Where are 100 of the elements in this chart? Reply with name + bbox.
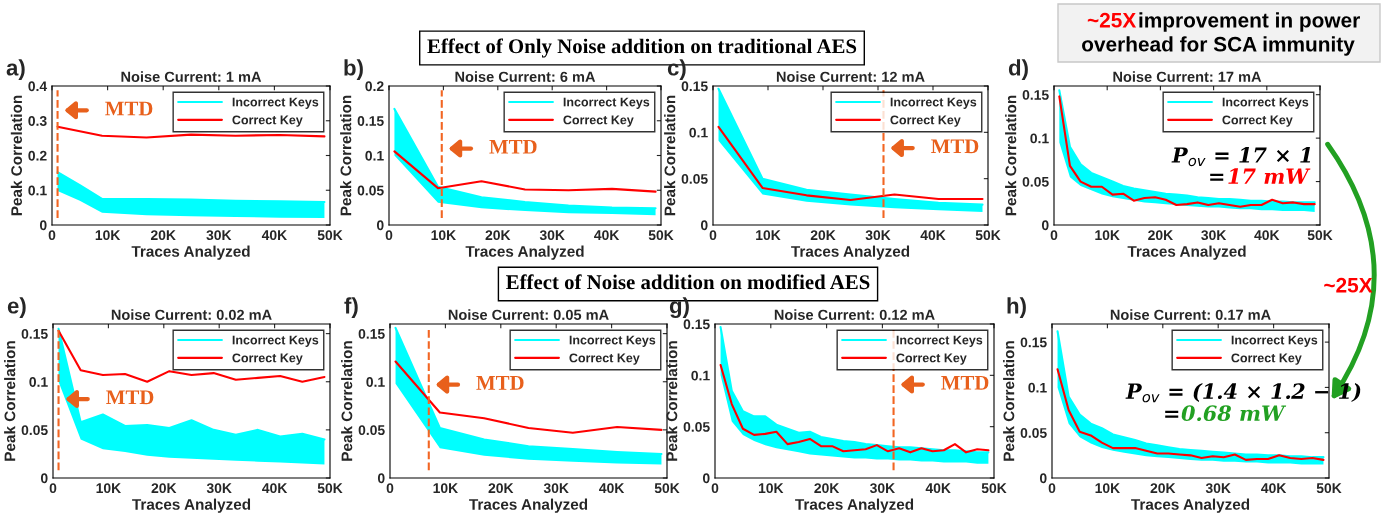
y-tick-label: 0.15: [1022, 90, 1049, 100]
annotation: =: [1165, 410, 1179, 418]
chart-title: Noise Current: 17 mA: [1113, 71, 1262, 82]
x-tick-label: 40K: [599, 483, 625, 494]
text: ~25X: [1324, 277, 1373, 293]
x-axis-title: Traces Analyzed: [132, 498, 251, 513]
x-tick-label: 0: [48, 230, 56, 241]
line-series: [57, 329, 326, 383]
x-axis-title: Traces Analyzed: [465, 245, 584, 260]
y-axis-title: Peak Correlation: [1005, 95, 1017, 216]
legend-label: Correct Key: [569, 353, 640, 365]
x-tick-label: 50K: [975, 230, 1001, 241]
annotation: P$_{ov}$ = 17 × 1: [1171, 147, 1311, 167]
y-tick-label: 0: [376, 220, 384, 231]
chart-title: Noise Current: 0.02 mA: [111, 309, 272, 320]
annotation: =: [1210, 173, 1224, 181]
x-tick-label: 50K: [317, 483, 343, 494]
legend-label: Incorrect Keys: [569, 335, 656, 347]
chart-title: Noise Current: 1 mA: [121, 71, 262, 82]
x-tick-label: 40K: [262, 483, 288, 494]
x-tick-label: 50K: [1307, 230, 1333, 241]
x-tick-label: 10K: [756, 230, 781, 241]
annotation: MTD: [106, 390, 154, 405]
x-tick-label: 20K: [1150, 483, 1176, 494]
y-tick-label: 0.15: [358, 328, 385, 339]
y-tick-label: 0: [377, 473, 385, 484]
x-tick-label: 40K: [594, 230, 620, 241]
line-series: [717, 125, 984, 202]
x-tick-label: 20K: [485, 230, 511, 241]
chart-title: Noise Current: 0.12 mA: [774, 309, 935, 320]
x-tick-label: 0: [386, 483, 394, 494]
y-tick-label: 0.1: [29, 377, 48, 387]
text: h): [1007, 297, 1026, 318]
x-tick-label: 30K: [865, 230, 891, 241]
annotation: 0.68 mW: [1181, 405, 1287, 422]
x-tick-label: 50K: [1316, 483, 1342, 494]
y-tick-label: 0.1: [689, 127, 708, 138]
y-tick-label: 0.1: [1030, 133, 1049, 144]
x-tick-label: 30K: [206, 230, 232, 241]
x-tick-label: 0: [385, 230, 393, 241]
x-tick-label: 10K: [96, 483, 122, 494]
y-axis-title: Peak Correlation: [10, 95, 23, 216]
x-tick-label: 40K: [925, 483, 951, 494]
y-tick-label: 0.05: [357, 185, 384, 196]
x-tick-label: 0: [709, 230, 717, 241]
legend-label: Incorrect Keys: [232, 335, 319, 347]
y-tick-label: 0.1: [365, 150, 384, 161]
x-tick-label: 0: [49, 483, 57, 494]
y-tick-label: 0.05: [1022, 176, 1049, 187]
legend-label: Correct Key: [232, 353, 303, 365]
text: overhead for SCA immunity: [1082, 36, 1355, 56]
x-axis-title: Traces Analyzed: [469, 498, 588, 513]
y-tick-label: 0: [39, 220, 47, 231]
x-tick-label: 20K: [150, 230, 176, 241]
y-tick-label: 0: [1039, 473, 1047, 484]
y-tick-label: 0.2: [365, 81, 384, 92]
legend-label: Correct Key: [563, 115, 634, 127]
x-tick-label: 20K: [151, 483, 177, 494]
legend-label: Correct Key: [232, 115, 303, 127]
y-axis-title: Peak Correlation: [666, 341, 678, 461]
x-tick-label: 30K: [206, 483, 232, 494]
x-tick-label: 10K: [758, 483, 784, 494]
y-tick-label: 0.15: [681, 81, 708, 92]
y-tick-label: 0.05: [1020, 428, 1047, 438]
text: b): [344, 59, 363, 80]
x-tick-label: 30K: [1201, 230, 1227, 241]
x-tick-label: 20K: [810, 230, 836, 241]
annotation: 17 mW: [1228, 168, 1311, 184]
x-tick-label: 10K: [1095, 230, 1120, 241]
x-tick-label: 20K: [1148, 230, 1174, 241]
legend-label: Incorrect Keys: [232, 97, 319, 109]
text: Effect of Noise addition on modified AES: [506, 274, 870, 290]
y-tick-label: 0.3: [28, 116, 47, 126]
text: ~25X: [1087, 12, 1137, 28]
x-tick-label: 10K: [95, 230, 121, 241]
text: g): [669, 297, 689, 318]
y-tick-label: 0.05: [358, 425, 385, 436]
x-tick-label: 50K: [981, 483, 1007, 494]
x-tick-label: 50K: [317, 230, 343, 241]
y-tick-label: 0.2: [28, 150, 47, 161]
chart-title: Noise Current: 0.05 mA: [448, 309, 609, 320]
y-tick-label: 0.05: [21, 425, 48, 436]
y-tick-label: 0.05: [681, 174, 708, 184]
text: Effect of Only Noise addition on traditional AES: [427, 38, 857, 58]
legend-label: Correct Key: [1222, 115, 1293, 127]
legend-label: Incorrect Keys: [896, 335, 983, 347]
y-axis-title: Peak Correlation: [1003, 341, 1015, 461]
line-series: [56, 125, 326, 139]
annotation: MTD: [931, 139, 979, 154]
legend-label: Incorrect Keys: [563, 97, 650, 109]
y-tick-label: 0.15: [683, 319, 710, 330]
legend-label: Correct Key: [896, 353, 967, 365]
y-tick-label: 0.15: [21, 328, 48, 339]
y-tick-label: 0.15: [357, 116, 384, 126]
x-axis-title: Traces Analyzed: [1127, 245, 1246, 260]
x-axis-title: Traces Analyzed: [1131, 498, 1250, 513]
y-tick-label: 0.1: [691, 370, 710, 381]
x-axis-title: Traces Analyzed: [791, 245, 910, 260]
y-tick-label: 0.1: [28, 185, 47, 196]
y-tick-label: 0.05: [683, 422, 710, 432]
